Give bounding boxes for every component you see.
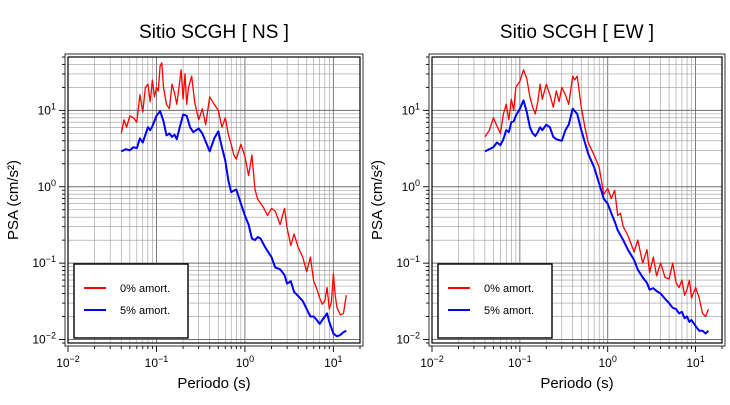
- legend-label: 5% amort.: [484, 305, 534, 317]
- x-tick-label: 101: [686, 354, 704, 370]
- y-tick-label: 10−2: [396, 331, 420, 347]
- tick-marks: [423, 56, 723, 352]
- legend-box: [437, 263, 553, 339]
- x-tick-label: 10−1: [508, 354, 532, 370]
- x-axis-label: Periodo (s): [540, 375, 613, 392]
- y-tick-label: 101: [38, 101, 56, 117]
- x-tick-label: 10−2: [56, 354, 80, 370]
- plot-frame-outer: [64, 53, 364, 347]
- chart-2: 10−2 10−1 100 101 10−2 10−1 100 101 Sitio SCGH […: [369, 22, 726, 392]
- legend: 0% amort. 5% amort.: [437, 263, 553, 339]
- x-tick-label: 10−2: [420, 354, 444, 370]
- x-tick-label: 100: [236, 354, 254, 370]
- tick-marks: [59, 56, 361, 352]
- chart-title: Sitio SCGH [ NS ]: [139, 22, 289, 43]
- legend-label: 0% amort.: [120, 283, 170, 295]
- series-line-2: [484, 99, 710, 335]
- legend-label: 0% amort.: [484, 283, 534, 295]
- plot-frame: [67, 56, 361, 344]
- series-line-1: [484, 69, 710, 318]
- plot-frame: [431, 56, 723, 344]
- series-line-2: [120, 110, 347, 338]
- y-axis-label: PSA (cm/s²): [369, 160, 386, 240]
- chart-1: 10−2 10−1 100 101 10−2 10−1 100 101 Sitio SCGH […: [5, 22, 364, 392]
- y-axis-label: PSA (cm/s²): [5, 160, 22, 240]
- y-tick-label: 10−2: [32, 331, 56, 347]
- chart-title: Sitio SCGH [ EW ]: [500, 22, 654, 43]
- plot-frame-outer: [428, 53, 726, 347]
- series-line-1: [120, 62, 347, 316]
- legend-label: 5% amort.: [120, 305, 170, 317]
- y-tick-label: 10−1: [32, 254, 56, 270]
- legend: 0% amort. 5% amort.: [73, 263, 189, 339]
- y-tick-label: 10−1: [396, 254, 420, 270]
- y-tick-label: 101: [402, 101, 420, 117]
- x-tick-label: 10−1: [145, 354, 169, 370]
- x-axis-label: Periodo (s): [177, 375, 250, 392]
- x-tick-label: 100: [599, 354, 617, 370]
- x-tick-label: 101: [324, 354, 342, 370]
- legend-box: [73, 263, 189, 339]
- y-tick-label: 100: [38, 178, 56, 194]
- y-tick-label: 100: [402, 178, 420, 194]
